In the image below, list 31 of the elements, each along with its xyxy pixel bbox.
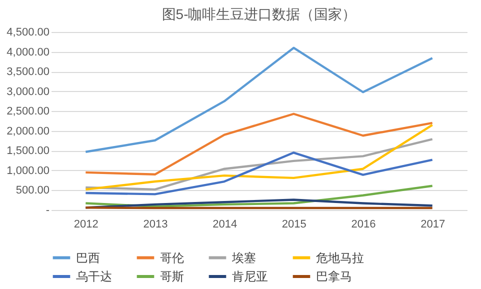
legend-label: 埃塞 (231, 250, 256, 265)
legend-label: 肯尼亚 (232, 270, 268, 284)
y-tick-label: 1,000.00 (6, 164, 50, 177)
y-tick-label: 4,500.00 (6, 26, 50, 38)
y-tick-label: 500.00 (16, 184, 50, 197)
legend-label: 乌干达 (76, 270, 112, 284)
x-tick-label: 2017 (420, 218, 446, 230)
x-tick-label: 2016 (351, 218, 376, 230)
line-series (84, 184, 434, 208)
x-tick-label: 2013 (143, 218, 168, 230)
x-tick-label: 2014 (212, 218, 238, 230)
x-tick-label: 2015 (282, 218, 306, 230)
legend-label: 巴西 (76, 250, 100, 265)
line-series (84, 138, 434, 191)
legend-label: 哥斯 (160, 270, 184, 284)
line-series (84, 152, 434, 196)
y-tick-label: 2,000.00 (6, 125, 50, 138)
y-tick-label: 4,000.00 (6, 46, 50, 58)
line-series (84, 46, 434, 153)
y-tick-label: 2,500.00 (6, 106, 50, 118)
chart-title: 图5-咖啡生豆进口数据（国家） (162, 6, 356, 22)
line-series (84, 112, 434, 176)
y-tick-label: 1,500.00 (6, 145, 50, 158)
line-series (84, 124, 434, 191)
y-tick-label: 3,000.00 (6, 86, 50, 98)
legend-label: 哥伦 (160, 250, 184, 265)
legend-label: 巴拿马 (316, 270, 352, 284)
legend-label: 危地马拉 (316, 250, 364, 265)
y-tick-label: 3,500.00 (6, 66, 50, 78)
y-tick-label: - (46, 204, 50, 216)
x-tick-label: 2012 (74, 218, 98, 230)
